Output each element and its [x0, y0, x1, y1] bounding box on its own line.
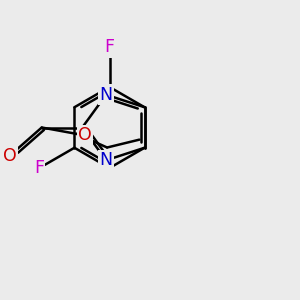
- Text: F: F: [104, 38, 115, 56]
- Text: N: N: [100, 151, 112, 169]
- Text: N: N: [100, 86, 112, 104]
- Text: O: O: [3, 147, 16, 165]
- Text: F: F: [34, 159, 44, 177]
- Text: O: O: [78, 126, 92, 144]
